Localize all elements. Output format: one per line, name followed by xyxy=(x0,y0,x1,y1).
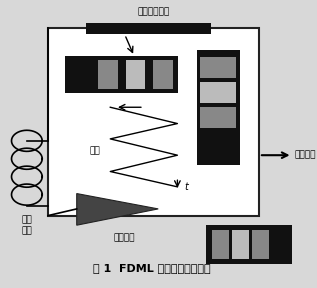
Bar xyxy=(200,107,236,128)
Bar xyxy=(86,23,211,34)
Text: 激光输出: 激光输出 xyxy=(294,151,316,160)
Text: 延迟
光纤: 延迟 光纤 xyxy=(22,216,32,235)
Text: 可调谐滤波器: 可调谐滤波器 xyxy=(137,7,170,16)
Bar xyxy=(197,50,240,165)
Bar xyxy=(98,60,118,89)
Bar xyxy=(212,230,229,259)
Bar xyxy=(206,225,293,264)
Bar xyxy=(71,60,91,89)
Polygon shape xyxy=(77,194,158,225)
Text: t: t xyxy=(184,182,188,192)
Bar xyxy=(153,60,173,89)
Bar xyxy=(200,57,236,79)
Text: 图 1  FDML 光纤激光器原理图: 图 1 FDML 光纤激光器原理图 xyxy=(93,263,210,273)
Bar xyxy=(48,28,259,216)
Bar xyxy=(200,82,236,103)
Text: 光放大器: 光放大器 xyxy=(114,233,135,242)
Bar xyxy=(252,230,269,259)
Bar xyxy=(65,56,178,93)
Bar xyxy=(126,60,145,89)
Bar xyxy=(232,230,249,259)
Text: 波长: 波长 xyxy=(90,146,101,155)
